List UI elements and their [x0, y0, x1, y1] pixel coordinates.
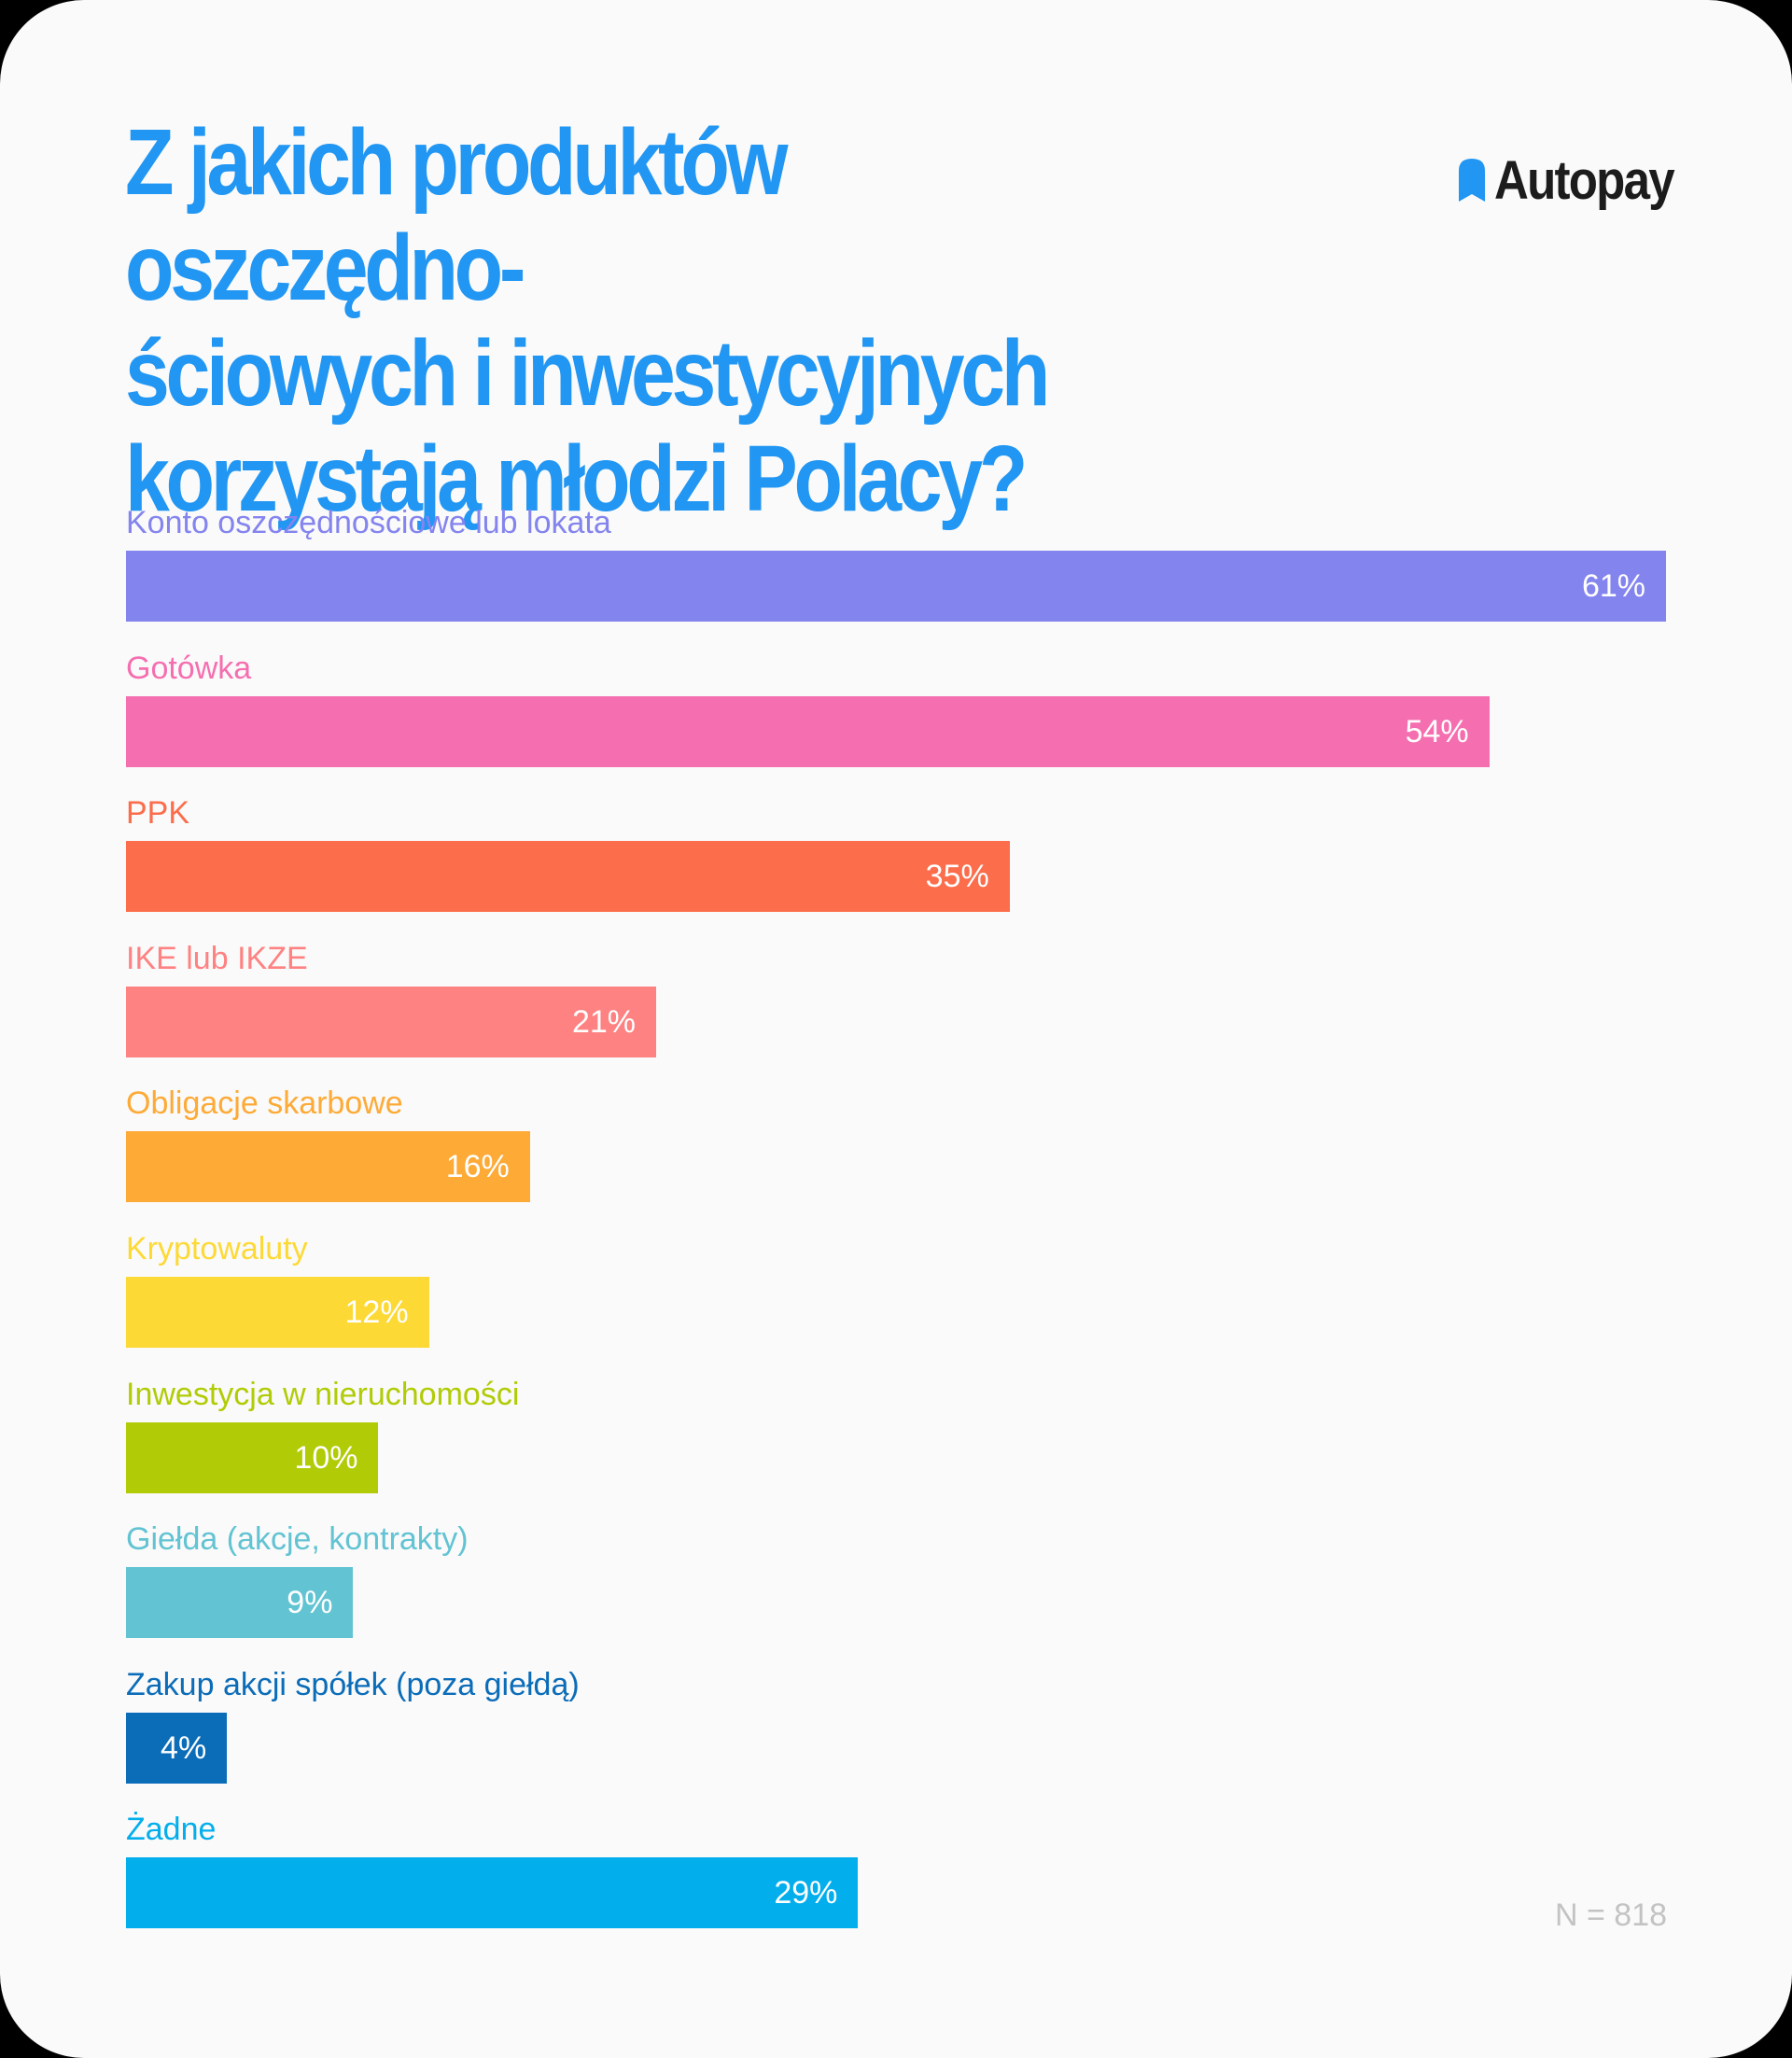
value-label: 54%: [1405, 713, 1469, 749]
bar: 61%: [126, 551, 1666, 622]
category-label: Giełda (akcje, kontrakty): [126, 1521, 469, 1558]
autopay-logo: Autopay: [1459, 147, 1698, 213]
value-label: 9%: [287, 1585, 333, 1621]
value-label: 29%: [774, 1875, 838, 1911]
category-label: PPK: [126, 795, 190, 832]
category-label: Obligacje skarbowe: [126, 1085, 403, 1122]
bar: 4%: [126, 1712, 228, 1784]
category-label: Zakup akcji spółek (poza giełdą): [126, 1666, 580, 1702]
bar: 29%: [126, 1857, 859, 1929]
category-label: Żadne: [126, 1812, 217, 1848]
autopay-logo-icon: [1459, 159, 1485, 202]
value-label: 16%: [445, 1149, 510, 1185]
bar: 12%: [126, 1277, 429, 1348]
category-label: Konto oszczędnościowe lub lokata: [126, 505, 611, 540]
value-label: 12%: [344, 1295, 409, 1330]
bar: 16%: [126, 1131, 530, 1203]
chart-title: Z jakich produktów oszczędno- ściowych i…: [125, 110, 1050, 531]
value-label: 61%: [1581, 568, 1645, 604]
bar: 35%: [126, 841, 1010, 913]
sample-size-note: N = 818: [1554, 1897, 1667, 1933]
autopay-logo-text: Autopay: [1494, 149, 1675, 211]
value-label: 4%: [161, 1729, 207, 1766]
bar: 21%: [126, 986, 657, 1057]
bar: 10%: [126, 1421, 379, 1493]
value-label: 21%: [571, 1003, 637, 1040]
bar: 9%: [126, 1567, 354, 1639]
value-label: 35%: [925, 859, 989, 895]
category-label: Inwestycja w nieruchomości: [126, 1376, 520, 1412]
bar: 54%: [126, 695, 1490, 767]
category-label: Gotówka: [126, 650, 252, 686]
value-label: 10%: [294, 1439, 358, 1476]
category-label: Kryptowaluty: [126, 1231, 308, 1267]
category-label: IKE lub IKZE: [126, 940, 308, 976]
